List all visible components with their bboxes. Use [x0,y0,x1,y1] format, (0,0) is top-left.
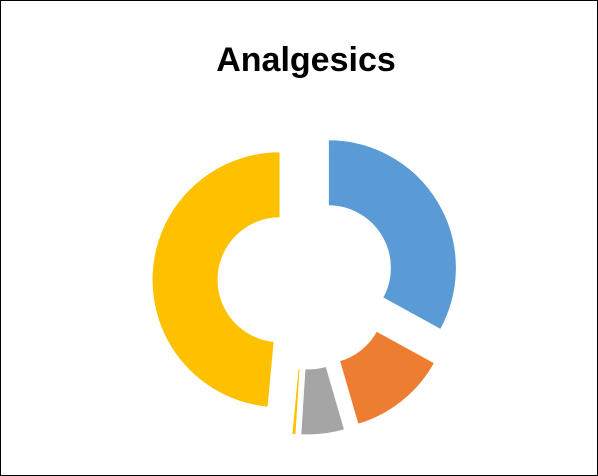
donut-segment [151,151,281,408]
donut-segment [291,368,301,436]
donut-segment [338,330,436,425]
donut-segment [300,365,346,436]
chart-title: Analgesics [216,41,396,79]
donut-segment [327,139,457,331]
